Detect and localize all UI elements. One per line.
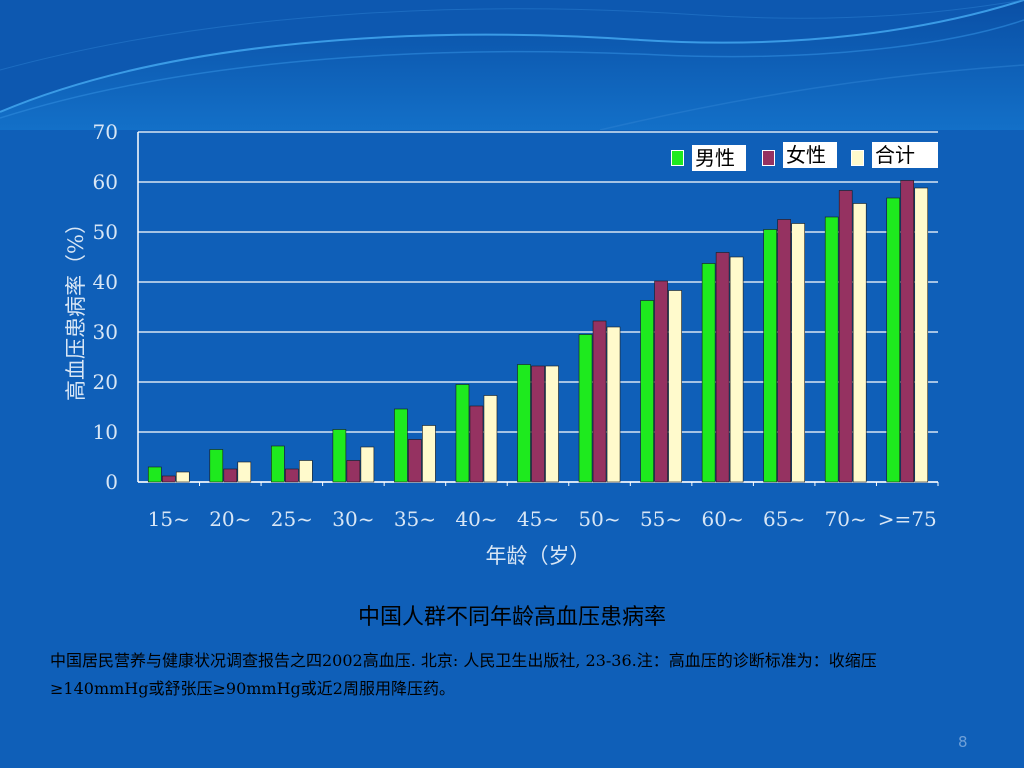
- x-tick-label: 40~: [455, 507, 497, 531]
- bar-女性: [285, 468, 299, 483]
- y-tick-label: 20: [93, 370, 118, 394]
- bar-合计: [422, 425, 436, 483]
- y-tick-label: 0: [105, 470, 118, 494]
- bar-男性: [640, 300, 654, 483]
- y-tick-label: 40: [93, 270, 118, 294]
- source-note: 中国居民营养与健康状况调查报告之四2002高血压. 北京: 人民卫生出版社, 2…: [50, 651, 877, 698]
- bar-合计: [791, 223, 805, 483]
- x-tick-label: 65~: [763, 507, 805, 531]
- bar-合计: [729, 256, 744, 483]
- x-tick-label: 25~: [271, 507, 313, 531]
- bar-女性: [223, 468, 238, 483]
- bar-合计: [914, 187, 929, 483]
- y-axis-title: 高血压患病率（%）: [64, 213, 88, 401]
- bar-女性: [469, 405, 484, 483]
- bar-合计: [299, 460, 313, 483]
- bar-男性: [394, 408, 408, 483]
- bar-男性: [147, 466, 162, 483]
- wave-header-decoration: [0, 0, 1024, 130]
- y-tick-label: 50: [93, 220, 118, 244]
- bar-男性: [701, 263, 716, 483]
- bar-合计: [545, 365, 559, 483]
- x-tick-label: 50~: [578, 507, 620, 531]
- bar-男性: [763, 229, 777, 483]
- chart-caption: 中国人群不同年龄高血压患病率: [357, 605, 666, 630]
- x-tick-label: 15~: [148, 507, 190, 531]
- legend-label: 男性: [692, 145, 746, 171]
- bar-合计: [237, 461, 252, 483]
- bar-女性: [346, 460, 361, 483]
- bar-男性: [517, 364, 531, 483]
- bar-男性: [886, 197, 901, 483]
- x-axis-title: 年龄（岁）: [486, 544, 591, 568]
- bar-女性: [838, 190, 853, 483]
- bar-合计: [360, 446, 375, 483]
- x-tick-label: 60~: [702, 507, 744, 531]
- x-tick-label: 35~: [394, 507, 436, 531]
- bar-chart: 0 10 20 30 40 50 60 70 15~ 20~ 25~ 30~ 35~ 40~ 45~ 50~ 5…: [64, 120, 939, 568]
- bar-女性: [654, 280, 668, 483]
- y-tick-label: 30: [93, 320, 118, 344]
- bar-合计: [852, 203, 867, 483]
- x-tick-label: 70~: [825, 507, 867, 531]
- bar-男性: [824, 216, 839, 483]
- legend-label: 女性: [783, 142, 837, 168]
- bar-男性: [455, 384, 470, 483]
- bar-合计: [175, 471, 190, 483]
- bar-女性: [531, 365, 545, 483]
- bar-女性: [161, 475, 176, 483]
- bar-男性: [209, 449, 224, 483]
- y-tick-label: 10: [93, 420, 118, 444]
- bar-女性: [715, 252, 730, 483]
- legend-swatch: [851, 150, 864, 166]
- x-tick-label: 20~: [209, 507, 251, 531]
- bar-女性: [592, 320, 607, 483]
- y-tick-label: 60: [93, 170, 118, 194]
- x-tick-label: 30~: [332, 507, 374, 531]
- x-tick-label: 45~: [517, 507, 559, 531]
- bar-合计: [668, 290, 682, 483]
- bar-合计: [483, 395, 498, 483]
- bar-女性: [777, 219, 791, 483]
- bar-女性: [900, 180, 915, 483]
- bar-女性: [408, 439, 422, 483]
- x-tick-label: 55~: [640, 507, 682, 531]
- bar-男性: [271, 445, 285, 483]
- legend-swatch: [671, 150, 684, 166]
- y-tick-label: 70: [93, 120, 118, 144]
- bar-合计: [606, 326, 621, 483]
- page-number: 8: [958, 733, 968, 751]
- legend-swatch: [762, 150, 775, 166]
- bar-男性: [332, 429, 347, 483]
- bar-男性: [578, 334, 593, 483]
- x-tick-label: >=75: [878, 507, 937, 531]
- legend-label: 合计: [872, 142, 938, 168]
